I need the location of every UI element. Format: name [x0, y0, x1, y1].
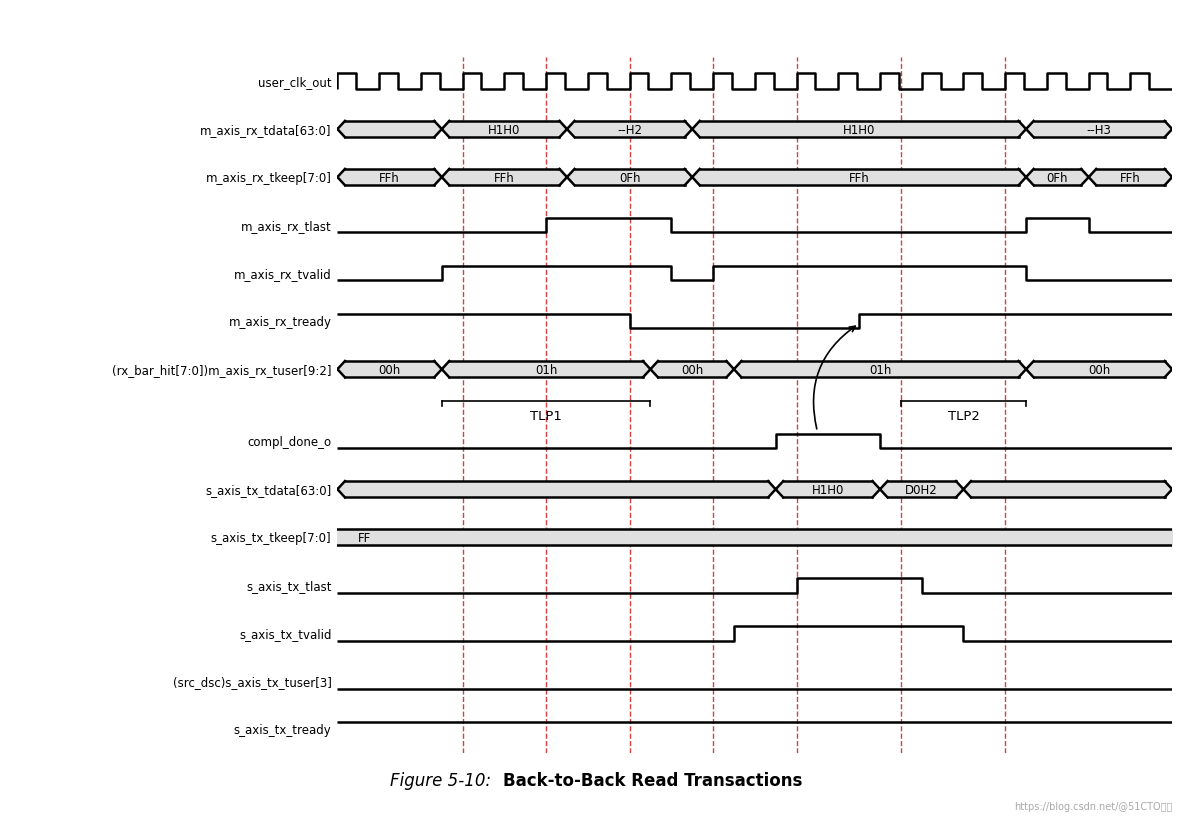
FancyBboxPatch shape — [449, 122, 560, 138]
Text: FFh: FFh — [1120, 171, 1141, 185]
Polygon shape — [560, 122, 567, 138]
Text: 00h: 00h — [1088, 363, 1111, 376]
Polygon shape — [684, 170, 693, 186]
Text: s_axis_tx_tlast: s_axis_tx_tlast — [246, 579, 332, 592]
Polygon shape — [1081, 170, 1089, 186]
Polygon shape — [693, 122, 700, 138]
FancyBboxPatch shape — [888, 482, 955, 498]
FancyBboxPatch shape — [1034, 122, 1165, 138]
Text: Back-to-Back Read Transactions: Back-to-Back Read Transactions — [503, 771, 803, 788]
Text: --H2: --H2 — [617, 123, 642, 137]
Polygon shape — [643, 362, 650, 378]
Text: H1H0: H1H0 — [488, 123, 521, 137]
Polygon shape — [560, 170, 567, 186]
FancyBboxPatch shape — [1034, 170, 1081, 186]
Polygon shape — [567, 122, 574, 138]
Polygon shape — [1018, 122, 1027, 138]
FancyBboxPatch shape — [700, 170, 1018, 186]
Text: m_axis_rx_tdata[63:0]: m_axis_rx_tdata[63:0] — [200, 123, 332, 137]
Polygon shape — [442, 170, 449, 186]
Polygon shape — [964, 482, 971, 498]
FancyBboxPatch shape — [345, 482, 768, 498]
Polygon shape — [337, 122, 345, 138]
Polygon shape — [442, 122, 449, 138]
Text: user_clk_out: user_clk_out — [258, 75, 332, 89]
Text: compl_done_o: compl_done_o — [247, 436, 332, 448]
Text: s_axis_tx_tvalid: s_axis_tx_tvalid — [239, 627, 332, 640]
Polygon shape — [1165, 170, 1172, 186]
Text: (src_dsc)s_axis_tx_tuser[3]: (src_dsc)s_axis_tx_tuser[3] — [173, 675, 332, 688]
Text: Figure 5-10:: Figure 5-10: — [391, 771, 491, 788]
FancyBboxPatch shape — [1096, 170, 1165, 186]
FancyBboxPatch shape — [783, 482, 873, 498]
Text: H1H0: H1H0 — [843, 123, 875, 137]
Text: TLP1: TLP1 — [530, 409, 562, 422]
Text: 0Fh: 0Fh — [619, 171, 641, 185]
Text: s_axis_tx_tready: s_axis_tx_tready — [233, 723, 332, 736]
Text: D0H2: D0H2 — [906, 484, 938, 496]
Polygon shape — [727, 362, 734, 378]
Text: FFh: FFh — [379, 171, 400, 185]
Polygon shape — [442, 362, 449, 378]
Text: 01h: 01h — [869, 363, 892, 376]
Polygon shape — [768, 482, 776, 498]
Polygon shape — [1027, 122, 1034, 138]
Polygon shape — [337, 482, 345, 498]
Polygon shape — [1165, 482, 1172, 498]
Text: H1H0: H1H0 — [812, 484, 844, 496]
Text: FFh: FFh — [849, 171, 869, 185]
Polygon shape — [435, 362, 442, 378]
Text: s_axis_tx_tkeep[7:0]: s_axis_tx_tkeep[7:0] — [211, 531, 332, 544]
Text: m_axis_rx_tready: m_axis_rx_tready — [229, 315, 332, 328]
Text: 00h: 00h — [379, 363, 400, 376]
FancyBboxPatch shape — [700, 122, 1018, 138]
Text: 00h: 00h — [681, 363, 703, 376]
Polygon shape — [693, 170, 700, 186]
Polygon shape — [1165, 122, 1172, 138]
FancyBboxPatch shape — [345, 170, 435, 186]
Polygon shape — [337, 362, 345, 378]
Text: --H3: --H3 — [1087, 123, 1112, 137]
Text: m_axis_rx_tkeep[7:0]: m_axis_rx_tkeep[7:0] — [206, 171, 332, 185]
Polygon shape — [1165, 362, 1172, 378]
FancyBboxPatch shape — [1034, 362, 1165, 378]
Polygon shape — [1027, 170, 1034, 186]
Polygon shape — [734, 362, 741, 378]
Text: 0Fh: 0Fh — [1047, 171, 1068, 185]
Polygon shape — [435, 122, 442, 138]
Polygon shape — [880, 482, 888, 498]
FancyBboxPatch shape — [345, 362, 435, 378]
Text: m_axis_rx_tvalid: m_axis_rx_tvalid — [233, 267, 332, 281]
Text: 01h: 01h — [535, 363, 558, 376]
Polygon shape — [1089, 170, 1096, 186]
Text: TLP2: TLP2 — [947, 409, 979, 422]
FancyBboxPatch shape — [449, 170, 560, 186]
Polygon shape — [435, 170, 442, 186]
Polygon shape — [955, 482, 964, 498]
Text: FF: FF — [359, 531, 372, 544]
Text: (rx_bar_hit[7:0])m_axis_rx_tuser[9:2]: (rx_bar_hit[7:0])m_axis_rx_tuser[9:2] — [112, 363, 332, 376]
FancyBboxPatch shape — [574, 170, 684, 186]
Polygon shape — [1027, 362, 1034, 378]
FancyBboxPatch shape — [449, 362, 643, 378]
Polygon shape — [684, 122, 693, 138]
Polygon shape — [873, 482, 880, 498]
Polygon shape — [337, 170, 345, 186]
Polygon shape — [776, 482, 783, 498]
Text: https://blog.csdn.net/@51CTO博客: https://blog.csdn.net/@51CTO博客 — [1014, 801, 1172, 811]
FancyBboxPatch shape — [658, 362, 727, 378]
FancyBboxPatch shape — [741, 362, 1018, 378]
FancyBboxPatch shape — [574, 122, 684, 138]
Text: m_axis_rx_tlast: m_axis_rx_tlast — [240, 219, 332, 233]
Text: s_axis_tx_tdata[63:0]: s_axis_tx_tdata[63:0] — [205, 484, 332, 496]
Text: FFh: FFh — [494, 171, 515, 185]
Polygon shape — [650, 362, 658, 378]
Polygon shape — [1018, 362, 1027, 378]
Polygon shape — [1018, 170, 1027, 186]
FancyBboxPatch shape — [971, 482, 1165, 498]
FancyBboxPatch shape — [345, 122, 435, 138]
Polygon shape — [567, 170, 574, 186]
